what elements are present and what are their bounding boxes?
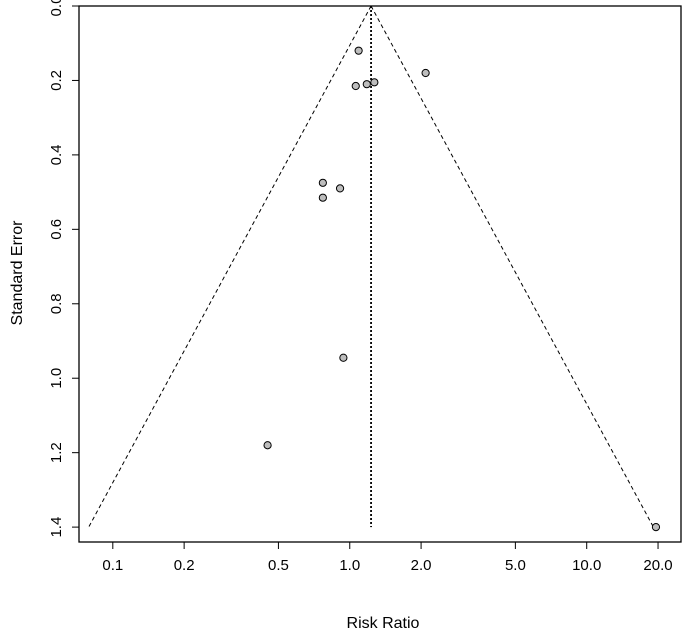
study-point — [351, 81, 360, 91]
y-tick-label: 1.4 — [48, 517, 65, 538]
x-tick-label: 20.0 — [643, 557, 672, 574]
x-tick-label: 0.2 — [174, 557, 195, 574]
study-point — [354, 46, 363, 55]
x-axis: 0.1 0.2 0.5 1.0 2.0 5.0 10.0 20.0 — [102, 542, 673, 574]
y-axis: 0.0 0.2 0.4 0.6 0.8 1.0 1.2 1.4 — [48, 0, 79, 538]
study-point — [651, 523, 661, 532]
study-point — [335, 184, 345, 193]
y-tick-label: 0.0 — [48, 0, 65, 16]
y-tick-label: 0.4 — [48, 144, 65, 165]
y-tick-label: 1.2 — [48, 442, 65, 463]
data-points — [263, 46, 661, 532]
x-axis-title: Risk Ratio — [347, 615, 420, 632]
funnel-lines — [88, 5, 654, 528]
y-tick-label: 0.2 — [48, 70, 65, 91]
study-point — [362, 80, 371, 89]
y-axis-title: Standard Error — [9, 220, 26, 326]
study-point — [421, 68, 430, 78]
upper-confidence-limit-line — [370, 5, 654, 528]
plot-frame — [78, 5, 682, 543]
x-tick-label: 10.0 — [572, 557, 601, 574]
x-tick-label: 2.0 — [411, 557, 432, 574]
study-point — [339, 353, 348, 362]
x-tick-label: 0.1 — [102, 557, 123, 574]
study-point — [318, 193, 327, 202]
study-point — [370, 78, 379, 87]
study-point — [318, 178, 327, 187]
x-tick-label: 0.5 — [268, 557, 289, 574]
y-tick-label: 0.8 — [48, 293, 65, 314]
y-tick-label: 1.0 — [48, 368, 65, 389]
x-tick-label: 1.0 — [339, 557, 360, 574]
y-tick-label: 0.6 — [48, 219, 65, 240]
study-point — [263, 441, 272, 450]
x-tick-label: 5.0 — [505, 557, 526, 574]
lower-confidence-limit-line — [88, 5, 372, 528]
